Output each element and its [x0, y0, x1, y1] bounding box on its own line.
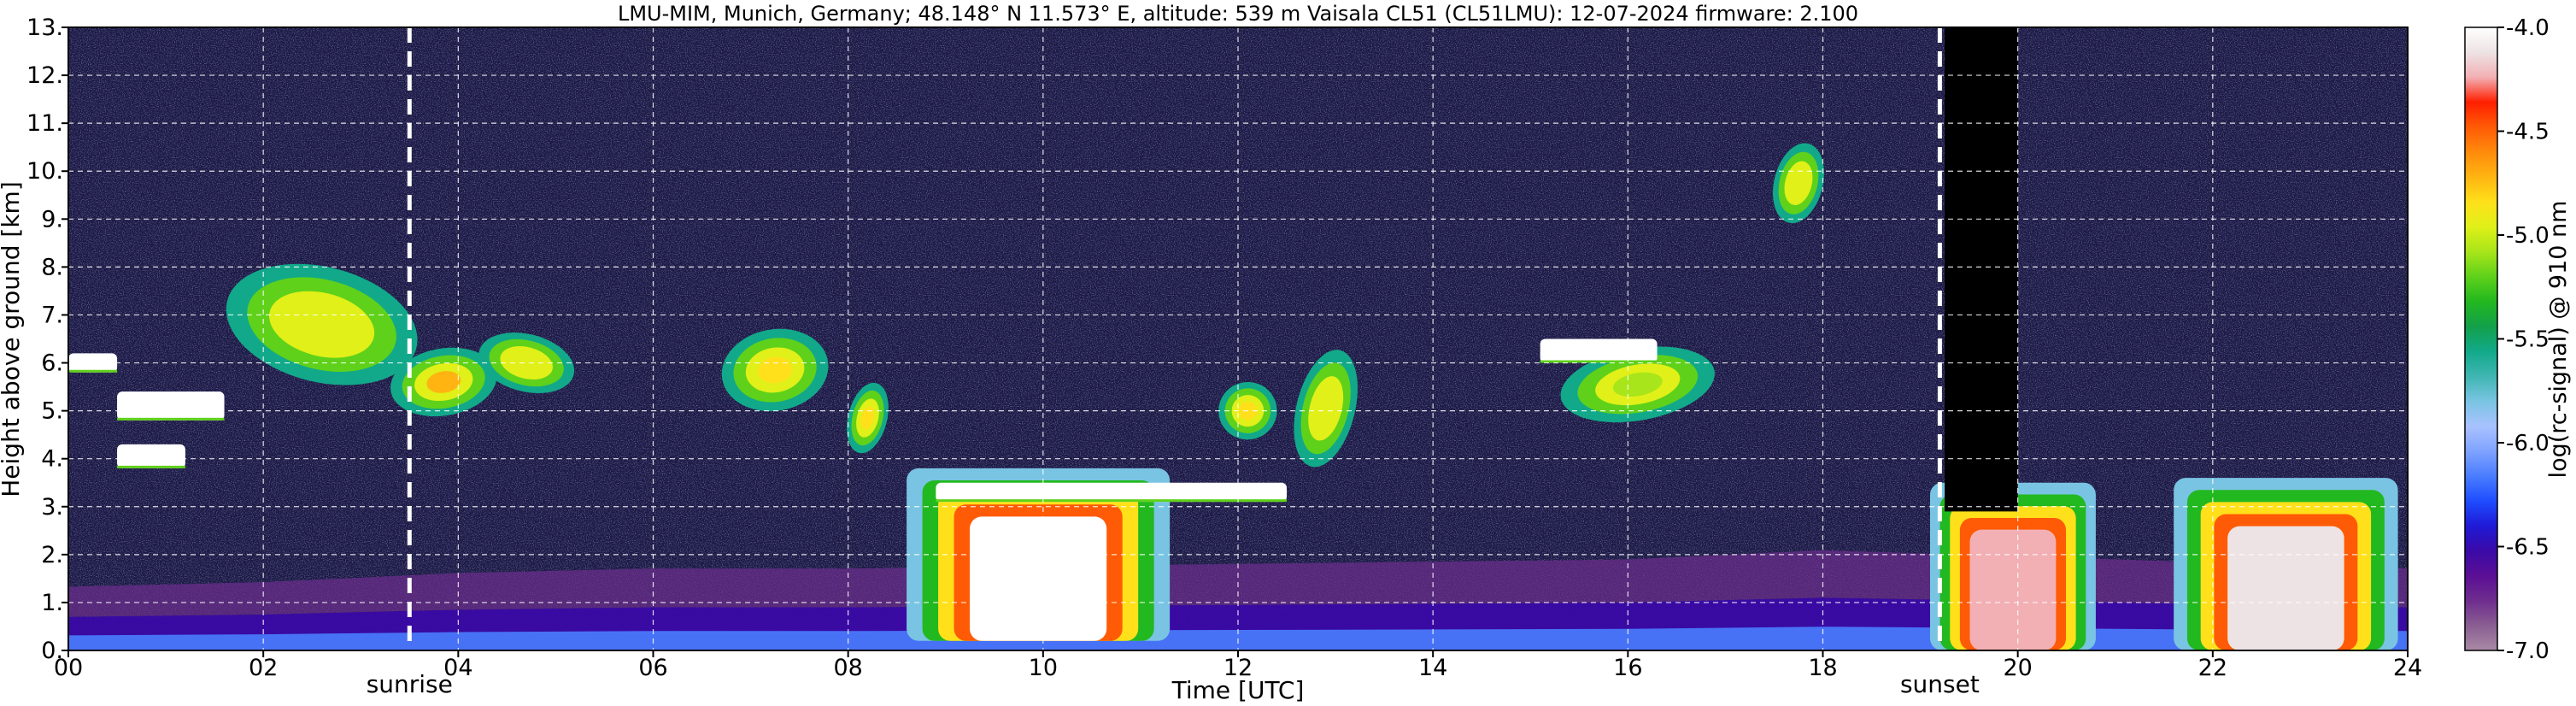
feature-layer [1612, 372, 1663, 397]
feature-cloud [390, 347, 497, 417]
feature-convective [907, 468, 1171, 641]
x-tick-label: 06 [638, 655, 667, 681]
feature-cloud [721, 328, 829, 412]
feature-layer [860, 406, 875, 430]
y-axis-label: Height above ground [km] [0, 181, 25, 497]
feature-cloud [478, 332, 575, 393]
y-tick-label: 12. [26, 62, 63, 89]
x-tick-label: 00 [54, 655, 83, 681]
x-tick-label: 22 [2198, 655, 2227, 681]
colorbar-tick-label: -6.5 [2506, 535, 2550, 561]
feature-dark-gap [1945, 27, 2018, 512]
feature-layer [1969, 529, 2057, 650]
feature-convective [2174, 478, 2398, 650]
feature-thin-layer [1540, 338, 1658, 363]
y-tick-label: 8. [41, 254, 63, 280]
x-axis-label: Time [UTC] [1171, 676, 1305, 704]
x-tick-label: 08 [833, 655, 862, 681]
feature-thin-layer [68, 353, 118, 373]
y-tick-label: 3. [41, 494, 63, 521]
grid-layer [68, 27, 2408, 650]
marker-layer [407, 27, 1942, 650]
feature-layer-edge [117, 417, 225, 421]
colorbar-ticks: -4.0 -4.5 -5.0 -5.5 -6.0 -6.5 -7.0 [2497, 15, 2550, 664]
y-tick-label: 2. [41, 542, 63, 568]
y-tick-label: 13. [26, 15, 63, 41]
feature-convective [1929, 482, 2096, 650]
colorbar-gradient [2464, 26, 2498, 651]
y-tick-label: 9. [41, 206, 63, 232]
y-axis: 0. 1. 2. 3. 4. 5. 6. 7. 8. 9. 10. 11. 12. 13. [26, 15, 68, 664]
feature-layer [2227, 526, 2344, 650]
y-tick-label: 1. [41, 590, 63, 616]
feature-layer [426, 371, 461, 393]
marker-labels: sunrise sunset [367, 670, 1980, 698]
feature-layer-edge [1540, 360, 1658, 363]
x-axis: 00 02 04 06 08 10 12 14 16 18 20 22 24 [54, 650, 2422, 681]
chart-title: LMU-MIM, Munich, Germany; 48.148° N 11.5… [618, 2, 1858, 26]
y-tick-label: 5. [41, 398, 63, 425]
x-tick-label: 14 [1418, 655, 1447, 681]
x-tick-label: 02 [249, 655, 278, 681]
feature-cloud [1772, 143, 1824, 224]
feature-layer [1790, 170, 1807, 197]
marker-label-sunset: sunset [1900, 670, 1980, 698]
feature-layer [758, 356, 793, 384]
x-tick-label: 16 [1613, 655, 1642, 681]
feature-thin-layer [117, 444, 185, 468]
x-tick-label: 20 [2003, 655, 2032, 681]
plot-area [68, 27, 2408, 650]
feature-layer-edge [117, 465, 185, 468]
colorbar-tick-label: -5.0 [2506, 223, 2550, 249]
x-tick-label: 10 [1029, 655, 1058, 681]
y-tick-label: 10. [26, 158, 63, 185]
feature-layer [511, 353, 543, 373]
feature-layer [1315, 389, 1336, 427]
y-tick-label: 0. [41, 638, 63, 664]
feature-layer-edge [68, 369, 118, 373]
x-tick-label: 04 [443, 655, 472, 681]
colorbar-tick-label: -4.0 [2506, 15, 2550, 41]
y-tick-label: 4. [41, 446, 63, 473]
x-tick-label: 24 [2393, 655, 2422, 681]
colorbar-tick-label: -6.0 [2506, 431, 2550, 456]
feature-layer-edge [936, 499, 1288, 503]
colorbar-tick-label: -7.0 [2506, 638, 2550, 664]
colorbar-tick-label: -5.5 [2506, 327, 2550, 353]
colorbar-tick-label: -4.5 [2506, 120, 2550, 145]
x-tick-label: 12 [1223, 655, 1253, 681]
feature-cloud [1560, 346, 1715, 423]
feature-thin-layer [117, 391, 225, 421]
y-tick-label: 7. [41, 302, 63, 328]
feature-cloud [847, 382, 889, 454]
feature-layer [970, 516, 1107, 641]
feature-thin-layer [936, 482, 1288, 503]
colorbar: -4.0 -4.5 -5.0 -5.5 -6.0 -6.5 -7.0 log(rc-sign… [2464, 15, 2572, 664]
marker-label-sunrise: sunrise [367, 670, 453, 698]
y-tick-label: 6. [41, 350, 63, 377]
feature-cloud [1294, 350, 1358, 468]
x-tick-label: 18 [1808, 655, 1837, 681]
y-tick-label: 11. [26, 110, 63, 137]
colorbar-label: log(rc-signal) @ 910 nm [2545, 201, 2572, 479]
feature-cloud [226, 263, 418, 385]
